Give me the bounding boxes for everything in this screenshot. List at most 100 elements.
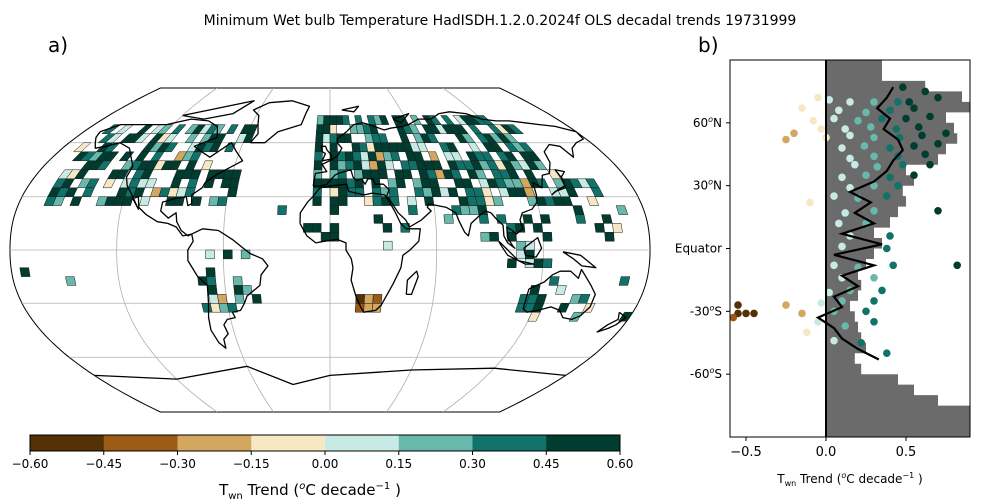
scatter-point <box>860 142 869 150</box>
y-tick-label: 30oN <box>693 178 722 193</box>
gridbox <box>226 303 238 313</box>
gridbox <box>85 178 100 189</box>
gridbox <box>240 249 251 260</box>
gridbox <box>369 169 380 180</box>
y-tick-label: 60oN <box>693 115 722 130</box>
scatter-point <box>873 163 881 171</box>
gridbox <box>618 276 631 286</box>
gridbox <box>445 142 459 153</box>
panel-a-label: a) <box>48 33 68 57</box>
scatter-point <box>825 288 833 297</box>
colorbar-tick-label: 0.45 <box>533 457 560 471</box>
scatter-point <box>889 261 897 270</box>
coastline <box>596 311 627 333</box>
coastline <box>522 268 596 321</box>
gridbox <box>329 160 339 171</box>
scatter-point <box>851 160 859 169</box>
gridbox <box>323 115 331 125</box>
gridbox <box>343 133 352 143</box>
colorbar-tick-label: 0.00 <box>312 457 339 471</box>
coastline <box>551 169 567 196</box>
gridbox <box>506 124 525 134</box>
gridbox <box>72 142 92 153</box>
colorbar-segment <box>325 435 400 451</box>
scatter-point <box>809 116 817 125</box>
coastline <box>405 270 419 296</box>
gridbox <box>477 205 488 215</box>
scatter-point <box>878 286 886 295</box>
gridbox <box>353 160 363 171</box>
scatter-point <box>798 104 806 112</box>
gridbox <box>548 276 560 286</box>
gridbox <box>314 151 323 162</box>
colorbar-tick-label: 0.60 <box>607 457 634 471</box>
scatter-point <box>870 318 878 326</box>
gridbox <box>223 249 233 260</box>
gridbox <box>384 160 395 171</box>
coastline <box>312 111 584 249</box>
scatter-point <box>942 129 950 138</box>
scatter-point <box>862 171 870 179</box>
gridbox <box>329 223 340 233</box>
gridbox <box>377 169 388 180</box>
coastline <box>249 100 311 144</box>
scatter-point <box>817 125 825 133</box>
x-tick-label: −0.5 <box>730 445 762 460</box>
scatter-point <box>846 98 854 106</box>
coastline <box>94 365 566 386</box>
gridbox <box>225 124 239 134</box>
gridbox <box>345 160 355 171</box>
scatter-point <box>835 219 843 228</box>
gridbox <box>542 258 553 268</box>
gridbox <box>372 294 383 304</box>
coastline <box>562 251 597 269</box>
coastline <box>392 112 410 124</box>
gridbox <box>555 285 567 295</box>
gridbox <box>335 115 344 125</box>
coastline <box>187 228 269 349</box>
colorbar-segment <box>177 435 252 451</box>
scatter-point <box>782 301 790 309</box>
gridbox <box>585 178 600 189</box>
scatter-point <box>817 299 825 307</box>
colorbar-segment <box>251 435 326 451</box>
scatter-point <box>883 349 891 358</box>
gridbox <box>103 151 120 162</box>
gridbox <box>615 205 629 215</box>
gridbox <box>344 151 354 162</box>
gridbox <box>453 124 469 134</box>
scatter-point <box>870 274 878 282</box>
gridbox <box>468 205 480 215</box>
gridbox <box>443 214 454 224</box>
coastline <box>523 236 543 258</box>
scatter-point <box>734 301 742 309</box>
scatter-point <box>862 307 870 316</box>
coastline <box>518 259 535 265</box>
gridbox <box>205 267 216 277</box>
gridbox <box>208 196 220 206</box>
gridbox <box>312 196 322 206</box>
scatter-point <box>857 339 865 347</box>
gridbox <box>363 196 374 206</box>
gridbox <box>406 196 417 206</box>
scatter-point <box>915 123 923 131</box>
colorbar-ticks: −0.60 −0.45 −0.30 −0.15 0.00 0.15 0.30 0.45 0.60 <box>12 451 634 471</box>
gridbox <box>19 267 31 277</box>
scatter-point <box>918 131 926 140</box>
scatter-point <box>870 207 878 215</box>
gridbox <box>388 187 399 197</box>
gridbox <box>329 124 338 134</box>
colorbar-tick-label: 0.30 <box>459 457 486 471</box>
gridbox <box>133 133 151 143</box>
gridbox <box>208 294 220 304</box>
gridbox <box>320 232 331 242</box>
colorbar-tick-label: 0.15 <box>385 457 412 471</box>
colorbar: −0.60 −0.45 −0.30 −0.15 0.00 0.15 0.30 0.45 0.60… <box>12 434 634 502</box>
gridbox <box>207 285 218 295</box>
gridbox <box>329 187 339 197</box>
gridbox <box>402 169 413 180</box>
scatter-point <box>750 309 758 318</box>
gridbox <box>190 196 203 206</box>
